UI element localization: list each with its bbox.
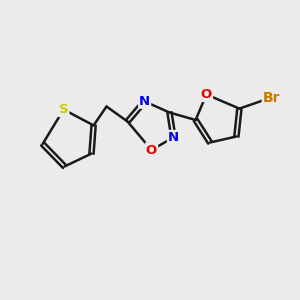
Text: Br: Br <box>263 91 280 104</box>
Text: O: O <box>201 88 212 101</box>
Text: N: N <box>168 131 179 144</box>
Text: N: N <box>139 95 150 108</box>
Text: O: O <box>146 143 157 157</box>
Text: S: S <box>59 103 68 116</box>
